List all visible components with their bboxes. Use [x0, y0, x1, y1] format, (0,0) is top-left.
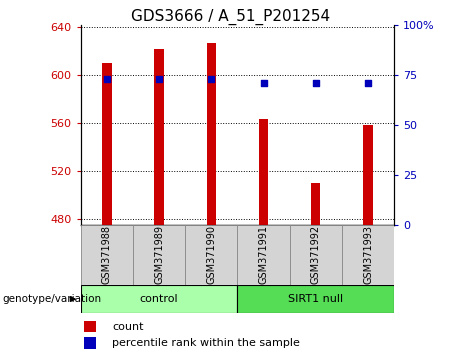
Point [155, 76, 163, 82]
Text: genotype/variation: genotype/variation [2, 294, 101, 304]
Bar [259, 119, 268, 225]
Bar [81, 225, 133, 285]
Point [207, 76, 215, 82]
Text: GSM371991: GSM371991 [259, 225, 269, 284]
Bar [102, 63, 112, 225]
Bar [185, 225, 237, 285]
Bar [84, 337, 96, 349]
Bar [290, 225, 342, 285]
Text: GDS3666 / A_51_P201254: GDS3666 / A_51_P201254 [131, 9, 330, 25]
Bar [207, 43, 216, 225]
Text: GSM371989: GSM371989 [154, 225, 164, 284]
Text: GSM371993: GSM371993 [363, 225, 373, 284]
Text: GSM371990: GSM371990 [206, 225, 216, 284]
Point [103, 76, 111, 82]
Text: GSM371988: GSM371988 [102, 225, 112, 284]
Text: percentile rank within the sample: percentile rank within the sample [112, 338, 300, 348]
Bar [363, 125, 373, 225]
Bar [342, 225, 394, 285]
Bar [84, 321, 96, 332]
Text: control: control [140, 294, 178, 304]
Point [312, 80, 319, 86]
Bar [154, 49, 164, 225]
Point [260, 80, 267, 86]
Bar [237, 285, 394, 313]
Text: count: count [112, 322, 143, 332]
Text: SIRT1 null: SIRT1 null [288, 294, 343, 304]
Bar [237, 225, 290, 285]
Point [364, 80, 372, 86]
Bar [133, 225, 185, 285]
Text: GSM371992: GSM371992 [311, 225, 321, 285]
Bar [311, 183, 320, 225]
Bar [81, 285, 237, 313]
